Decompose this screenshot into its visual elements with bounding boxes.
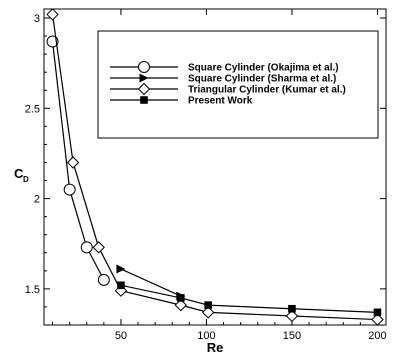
data-point [371,313,384,326]
data-point [63,183,76,196]
data-point [92,241,105,254]
data-point [117,281,125,290]
legend-entry: Triangular Cylinder (Kumar et al.) [110,82,346,96]
legend-label: Square Cylinder (Okajima et al.) [188,63,339,74]
legend-entry: Square Cylinder (Okajima et al.) [110,61,339,74]
data-point [66,156,80,169]
legend-label: Present Work [188,96,253,107]
legend: Square Cylinder (Okajima et al.)Square C… [97,30,379,139]
x-tick-label: 150 [283,330,301,342]
legend-entries: Square Cylinder (Okajima et al.)Square C… [110,61,346,107]
legend-marker [138,61,150,73]
data-point [288,304,296,313]
x-tick-label: 50 [115,330,127,342]
series-line [51,14,378,321]
x-tick-label: 100 [197,330,215,342]
legend-entry: Present Work [110,96,253,107]
data-point [80,241,93,254]
y-axis-title: C [14,166,24,181]
data-point [97,273,110,286]
series-3 [46,8,384,326]
series-line [120,284,378,313]
legend-label: Square Cylinder (Sharma et al.) [188,74,336,85]
data-point [174,298,188,312]
series-line [51,41,105,281]
y-tick-label: 2 [34,194,40,206]
data-point [46,8,59,21]
legend-marker [139,73,149,83]
plot-frame [43,8,387,326]
y-tick-label: 1.5 [25,284,40,296]
data-point [46,35,59,48]
legend-marker [137,82,151,96]
data-point [177,294,185,302]
y-tick-label: 2.5 [25,103,40,115]
data-point [204,301,212,309]
legend-marker [140,96,148,104]
legend-label: Triangular Cylinder (Kumar et al.) [188,85,346,96]
data-point [285,309,299,323]
series-line [120,268,182,297]
legend-entry: Square Cylinder (Sharma et al.) [110,73,336,85]
series-2 [116,264,186,301]
data-point [201,306,215,319]
series-4 [117,281,382,317]
data-point [116,264,126,274]
x-axis-title: Re [207,340,224,354]
x-tick-label: 200 [368,330,386,342]
series-1 [46,35,110,286]
data-point [373,308,382,317]
y-tick-label: 3 [34,13,40,25]
series-layer [46,8,384,326]
y-axis-title-subscript: D [23,175,29,184]
